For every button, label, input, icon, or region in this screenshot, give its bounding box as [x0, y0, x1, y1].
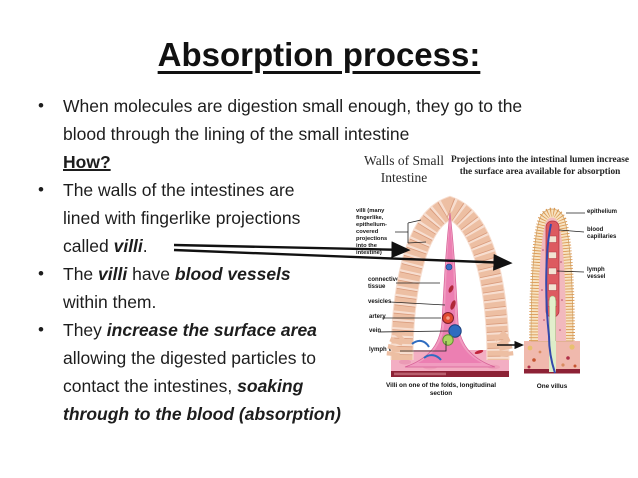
bullet-item-1: When molecules are digestion small enoug…: [36, 92, 556, 176]
caption-one-villus: One villus: [536, 383, 568, 390]
bullet-list: When molecules are digestion small enoug…: [36, 92, 556, 428]
label-vein: vein: [369, 328, 382, 334]
label-vesicles: vesicles: [368, 299, 392, 305]
page-title: Absorption process:: [157, 36, 481, 73]
diagram-heading-walls: Walls of Small Intestine: [364, 153, 444, 185]
label-lymph-vessel-left: lymph vessel: [369, 347, 407, 353]
label-epithelium: epithelium: [587, 209, 618, 215]
label-artery: artery: [369, 314, 386, 320]
label-connective-tissue: connective tissue: [368, 277, 400, 290]
label-villi: villi (many fingerlike, epithelium- cove…: [356, 208, 388, 256]
caption-villi-folds: Villi on one of the folds, longitudinal …: [386, 382, 496, 397]
label-lymph-vessel-right: lymph vessel: [587, 267, 606, 280]
label-blood-capillaries: blood capillaries: [587, 227, 617, 240]
diagram-heading-projections: Projections into the intestinal lumen in…: [450, 155, 630, 177]
